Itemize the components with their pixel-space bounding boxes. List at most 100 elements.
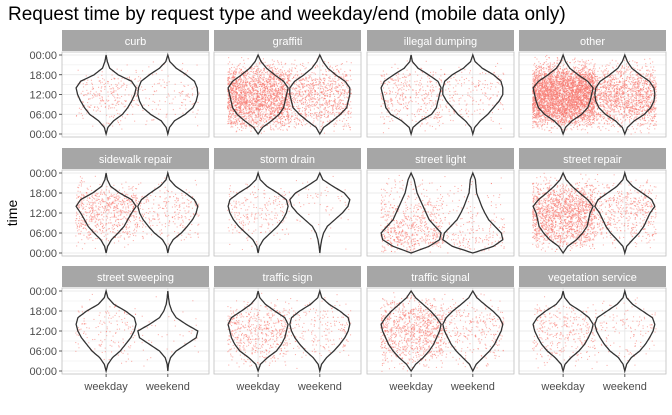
data-point: [561, 99, 563, 101]
data-point: [274, 85, 276, 87]
data-point: [339, 89, 341, 91]
data-point: [241, 57, 243, 59]
data-point: [232, 75, 234, 77]
data-point: [259, 87, 261, 89]
data-point: [255, 83, 257, 85]
data-point: [244, 95, 246, 97]
data-point: [310, 74, 312, 76]
data-point: [168, 95, 170, 97]
data-point: [539, 86, 541, 88]
data-point: [383, 118, 385, 120]
data-point: [307, 115, 309, 117]
data-point: [271, 118, 273, 120]
data-point: [302, 119, 304, 121]
data-point: [489, 98, 491, 100]
data-point: [107, 100, 109, 102]
data-point: [455, 90, 457, 92]
data-point: [490, 97, 492, 99]
data-point: [136, 85, 138, 87]
data-point: [189, 100, 191, 102]
data-point: [275, 84, 277, 86]
data-point: [278, 91, 280, 93]
data-point: [478, 82, 480, 84]
data-point: [252, 98, 254, 100]
data-point: [266, 79, 268, 81]
data-point: [304, 110, 306, 112]
data-point: [245, 106, 247, 108]
data-point: [340, 93, 342, 95]
data-point: [276, 120, 278, 122]
data-point: [245, 82, 247, 84]
data-point: [305, 116, 307, 118]
data-point: [302, 93, 304, 95]
data-point: [236, 109, 238, 111]
data-point: [479, 108, 481, 110]
data-point: [275, 109, 277, 111]
data-point: [307, 105, 309, 107]
data-point: [256, 102, 258, 104]
data-point: [431, 80, 433, 82]
data-point: [582, 105, 584, 107]
data-point: [198, 92, 200, 94]
data-point: [272, 101, 274, 103]
data-point: [247, 94, 249, 96]
data-point: [337, 90, 339, 92]
data-point: [262, 87, 264, 89]
data-point: [261, 84, 263, 86]
data-point: [241, 99, 243, 101]
data-point: [261, 111, 263, 113]
data-point: [142, 89, 144, 91]
data-point: [229, 72, 231, 74]
data-point: [421, 123, 423, 125]
data-point: [117, 100, 119, 102]
data-point: [280, 85, 282, 87]
data-point: [277, 113, 279, 115]
data-point: [317, 115, 319, 117]
data-point: [100, 105, 102, 107]
data-point: [319, 77, 321, 79]
data-point: [403, 107, 405, 109]
data-point: [269, 86, 271, 88]
data-point: [305, 114, 307, 116]
data-point: [451, 97, 453, 99]
data-point: [558, 76, 560, 78]
data-point: [246, 95, 248, 97]
data-point: [238, 106, 240, 108]
data-point: [259, 129, 261, 131]
data-point: [91, 88, 93, 90]
data-point: [245, 95, 247, 97]
data-point: [240, 72, 242, 74]
data-point: [296, 105, 298, 107]
data-point: [257, 105, 259, 107]
data-point: [436, 114, 438, 116]
data-point: [278, 74, 280, 76]
panel-border: [213, 51, 362, 138]
data-point: [279, 74, 281, 76]
data-point: [121, 85, 123, 87]
data-point: [310, 109, 312, 111]
data-point: [240, 105, 242, 107]
data-point: [309, 94, 311, 96]
data-point: [240, 88, 242, 90]
data-point: [258, 103, 260, 105]
data-point: [319, 81, 321, 83]
data-point: [392, 78, 394, 80]
data-point: [144, 88, 146, 90]
data-point: [253, 77, 255, 79]
data-point: [305, 90, 307, 92]
data-point: [236, 123, 238, 125]
data-point: [324, 110, 326, 112]
data-point: [273, 60, 275, 62]
data-point: [155, 108, 157, 110]
data-point: [257, 93, 259, 95]
data-point: [228, 110, 230, 112]
data-point: [286, 93, 288, 95]
data-point: [234, 121, 236, 123]
data-point: [239, 77, 241, 79]
data-point: [128, 77, 130, 79]
data-point: [117, 113, 119, 115]
data-point: [260, 115, 262, 117]
data-point: [240, 69, 242, 71]
data-point: [265, 121, 267, 123]
data-point: [197, 101, 199, 103]
